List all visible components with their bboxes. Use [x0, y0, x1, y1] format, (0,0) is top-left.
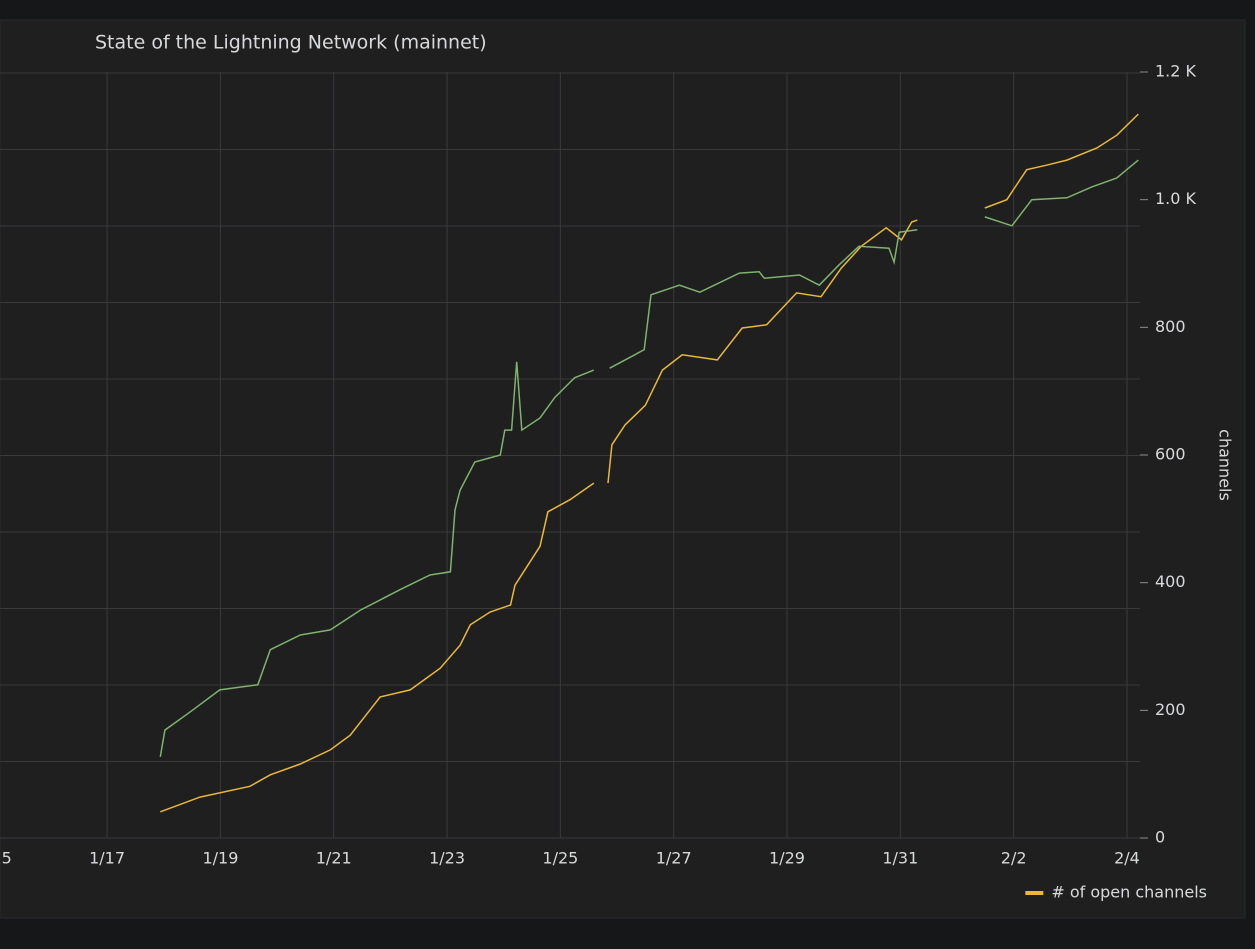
x-tick-label: 2/2 [1001, 849, 1027, 868]
x-tick-label: 2/4 [1114, 849, 1140, 868]
series-line [159, 159, 1139, 758]
plot-area [159, 113, 1139, 813]
x-tick-label: 1/21 [316, 849, 352, 868]
chart-title: State of the Lightning Network (mainnet) [95, 32, 487, 54]
x-tick-label: 1/15 [0, 849, 12, 868]
x-tick-label: 1/17 [89, 849, 125, 868]
panel [0, 19, 1246, 919]
legend-label: # of open channels [1051, 883, 1207, 902]
x-tick-label: 1/23 [429, 849, 465, 868]
y-axis-label: channels [1216, 429, 1235, 501]
x-tick-label: 1/27 [656, 849, 692, 868]
y-tick-label: 1.2 K [1155, 62, 1197, 81]
y-tick-label: 200 [1155, 700, 1186, 719]
grid [0, 72, 1140, 839]
y-tick-label: 400 [1155, 572, 1186, 591]
legend-swatch [1025, 891, 1044, 895]
x-tick-label: 1/31 [882, 849, 918, 868]
y-tick-label: 600 [1155, 445, 1186, 464]
x-tick-label: 1/19 [202, 849, 238, 868]
y-tick-label: 0 [1155, 828, 1165, 847]
series-line [160, 113, 1139, 813]
y-tick-label: 1.0 K [1155, 189, 1197, 208]
x-tick-label: 1/25 [542, 849, 578, 868]
x-tick-label: 1/29 [769, 849, 805, 868]
y-tick-label: 800 [1155, 317, 1186, 336]
